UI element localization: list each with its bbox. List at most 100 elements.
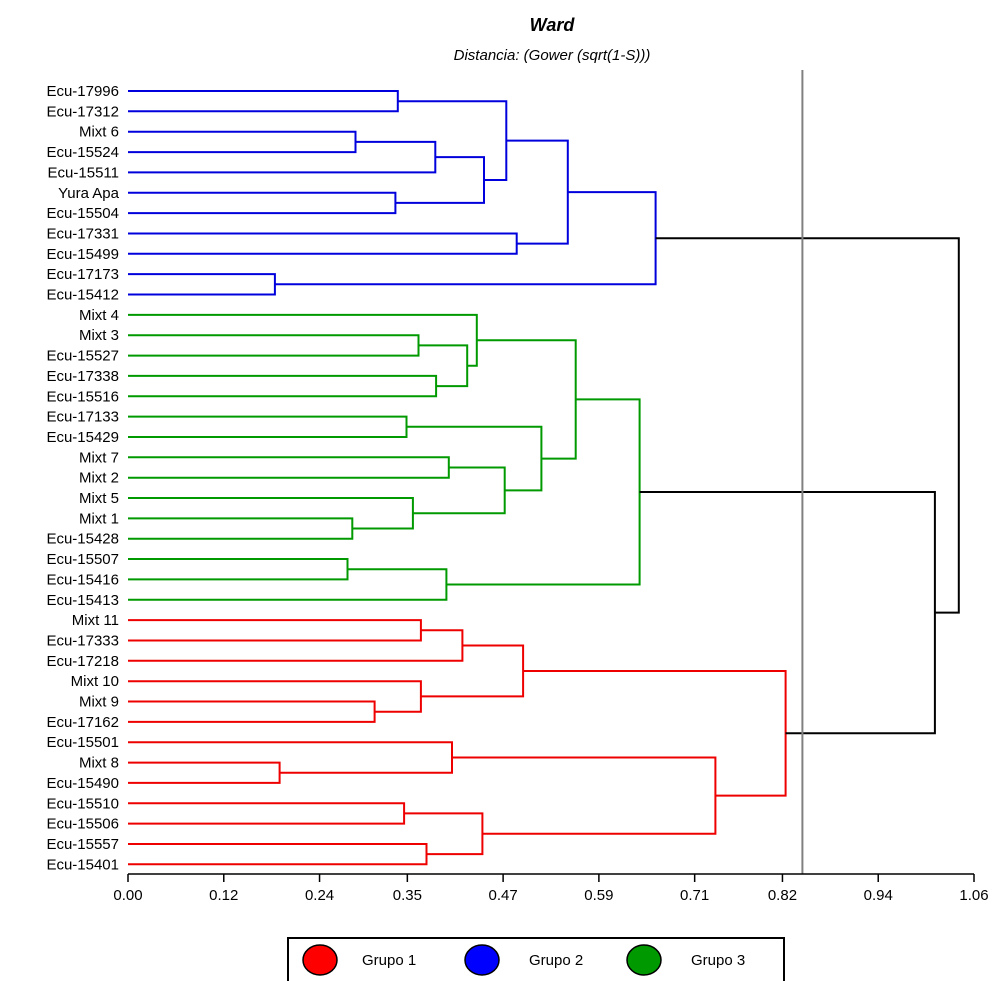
leaf-label-ecu-15511: Ecu-15511 xyxy=(48,164,119,181)
leaf-label-ecu-17338: Ecu-17338 xyxy=(46,368,119,385)
branch-n36 xyxy=(523,670,787,797)
dendrogram-branches xyxy=(128,90,960,866)
leaf-label-ecu-15499: Ecu-15499 xyxy=(46,246,119,263)
leaf-label-ecu-15524: Ecu-15524 xyxy=(46,144,119,161)
branch-n25 xyxy=(128,619,422,642)
leaf-label-mixt-4: Mixt 4 xyxy=(79,307,119,324)
chart-subtitle: Distancia: (Gower (sqrt(1-S))) xyxy=(454,47,651,64)
x-tick-label: 0.00 xyxy=(113,887,142,904)
x-tick-label: 0.24 xyxy=(305,887,334,904)
branch-n30 xyxy=(128,761,281,784)
branch-n1 xyxy=(128,90,399,113)
leaf-labels: Ecu-17996 Ecu-17312 Mixt 6 Ecu-15524 Ecu-155… xyxy=(46,83,119,873)
branch-n38 xyxy=(655,237,960,614)
branch-n5 xyxy=(395,156,485,204)
leaf-label-ecu-17218: Ecu-17218 xyxy=(46,653,119,670)
leaf-label-ecu-15516: Ecu-15516 xyxy=(46,388,119,405)
branch-n20 xyxy=(406,425,543,492)
branch-n26 xyxy=(128,629,464,662)
chart-title: Ward xyxy=(530,15,576,35)
leaf-label-mixt-11: Mixt 11 xyxy=(72,612,119,629)
branch-n32 xyxy=(128,802,406,825)
leaf-label-yura-apa: Yura Apa xyxy=(58,185,120,202)
leaf-label-ecu-15510: Ecu-15510 xyxy=(46,795,119,812)
leaf-label-mixt-6: Mixt 6 xyxy=(79,124,119,141)
x-tick-label: 0.94 xyxy=(864,887,893,904)
branch-n29 xyxy=(420,644,525,698)
leaf-label-ecu-17996: Ecu-17996 xyxy=(46,83,119,100)
branch-n15 xyxy=(128,415,408,438)
legend-label-grupo-1: Grupo 1 xyxy=(362,952,416,969)
branch-n33 xyxy=(128,843,428,866)
branch-n16 xyxy=(128,456,450,479)
branch-n2 xyxy=(128,130,357,154)
leaf-label-ecu-15429: Ecu-15429 xyxy=(46,429,119,446)
leaf-label-ecu-15504: Ecu-15504 xyxy=(46,205,119,222)
leaf-label-ecu-17333: Ecu-17333 xyxy=(46,632,119,649)
legend-marker-grupo-3 xyxy=(626,944,662,976)
leaf-label-ecu-15416: Ecu-15416 xyxy=(46,571,119,588)
leaf-label-ecu-17173: Ecu-17173 xyxy=(46,266,119,283)
legend-label-grupo-3: Grupo 3 xyxy=(691,952,745,969)
leaf-label-ecu-15527: Ecu-15527 xyxy=(46,348,119,365)
x-tick-label: 0.59 xyxy=(584,887,613,904)
branch-n22 xyxy=(128,558,349,581)
leaf-label-ecu-17162: Ecu-17162 xyxy=(46,714,119,731)
branch-n23 xyxy=(128,568,448,601)
branch-n3 xyxy=(128,140,437,174)
leaf-label-ecu-15557: Ecu-15557 xyxy=(46,836,119,853)
leaf-label-ecu-15501: Ecu-15501 xyxy=(46,734,119,751)
legend: Grupo 1 Grupo 2 Grupo 3 xyxy=(287,937,785,981)
leaf-label-ecu-15490: Ecu-15490 xyxy=(46,775,119,792)
branch-n14 xyxy=(128,313,478,367)
legend-marker-grupo-2 xyxy=(464,944,500,976)
leaf-label-ecu-17331: Ecu-17331 xyxy=(46,225,119,242)
leaf-label-ecu-15401: Ecu-15401 xyxy=(46,856,119,873)
branch-n19 xyxy=(412,466,506,515)
leaf-label-ecu-17133: Ecu-17133 xyxy=(46,409,119,426)
x-tick-label: 1.06 xyxy=(959,887,988,904)
legend-item-grupo-2: Grupo 2 xyxy=(464,944,583,976)
branch-n37 xyxy=(639,491,936,735)
branch-n11 xyxy=(128,334,420,357)
branch-n31 xyxy=(128,741,453,774)
leaf-label-mixt-9: Mixt 9 xyxy=(79,694,119,711)
branch-n13 xyxy=(418,344,469,388)
leaf-label-mixt-3: Mixt 3 xyxy=(79,327,119,344)
branch-n10 xyxy=(274,191,657,286)
x-tick-label: 0.47 xyxy=(489,887,518,904)
legend-marker-grupo-1 xyxy=(302,944,338,976)
branch-n18 xyxy=(128,497,414,530)
leaf-label-mixt-1: Mixt 1 xyxy=(79,510,119,527)
leaf-label-ecu-15507: Ecu-15507 xyxy=(46,551,119,568)
legend-item-grupo-1: Grupo 1 xyxy=(302,944,416,976)
branch-n7 xyxy=(128,232,518,255)
branch-n28 xyxy=(128,680,422,713)
x-axis: 0.00 0.12 0.24 0.35 0.47 0.59 0.71 0.82 0.94 1.06 xyxy=(113,873,989,904)
leaf-label-ecu-15413: Ecu-15413 xyxy=(46,592,119,609)
leaf-label-ecu-15412: Ecu-15412 xyxy=(46,287,119,304)
leaf-label-mixt-7: Mixt 7 xyxy=(79,449,119,466)
branch-n21 xyxy=(476,339,577,460)
branch-n27 xyxy=(128,700,376,723)
leaf-label-mixt-5: Mixt 5 xyxy=(79,490,119,507)
legend-label-grupo-2: Grupo 2 xyxy=(529,952,583,969)
legend-item-grupo-3: Grupo 3 xyxy=(626,944,745,976)
legend-box xyxy=(287,937,785,981)
leaf-label-mixt-2: Mixt 2 xyxy=(79,470,119,487)
leaf-label-ecu-15428: Ecu-15428 xyxy=(46,531,119,548)
branch-n4 xyxy=(128,191,397,215)
leaf-label-mixt-8: Mixt 8 xyxy=(79,755,119,772)
branch-n34 xyxy=(404,812,484,856)
branch-n6 xyxy=(397,100,508,181)
x-tick-label: 0.82 xyxy=(768,887,797,904)
branch-n12 xyxy=(128,374,438,398)
branch-n9 xyxy=(128,273,276,296)
x-tick-label: 0.12 xyxy=(209,887,238,904)
branch-n17 xyxy=(128,517,354,540)
leaf-label-mixt-10: Mixt 10 xyxy=(71,673,119,690)
branch-n35 xyxy=(452,756,717,835)
leaf-label-ecu-17312: Ecu-17312 xyxy=(46,103,119,120)
branch-n8 xyxy=(506,139,569,245)
